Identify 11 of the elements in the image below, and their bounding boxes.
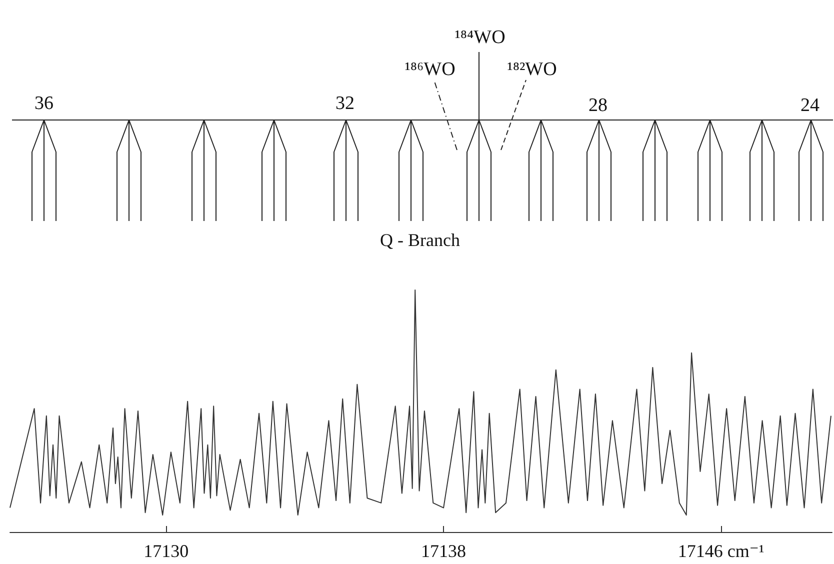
- text: 36: [34, 92, 54, 116]
- text: Q - Branch: [379, 229, 461, 252]
- x-tick-label: 17130: [144, 541, 189, 561]
- text: ¹⁸⁴WO: [454, 26, 506, 50]
- text: 24: [800, 94, 820, 118]
- text: ¹⁸²WO: [507, 59, 557, 80]
- text: 28: [588, 94, 608, 118]
- x-tick-label: 17146 cm⁻¹: [678, 541, 764, 561]
- x-tick-label: 17138: [421, 541, 466, 561]
- text: 32: [334, 92, 356, 116]
- text: ¹⁸⁶WO: [404, 59, 456, 80]
